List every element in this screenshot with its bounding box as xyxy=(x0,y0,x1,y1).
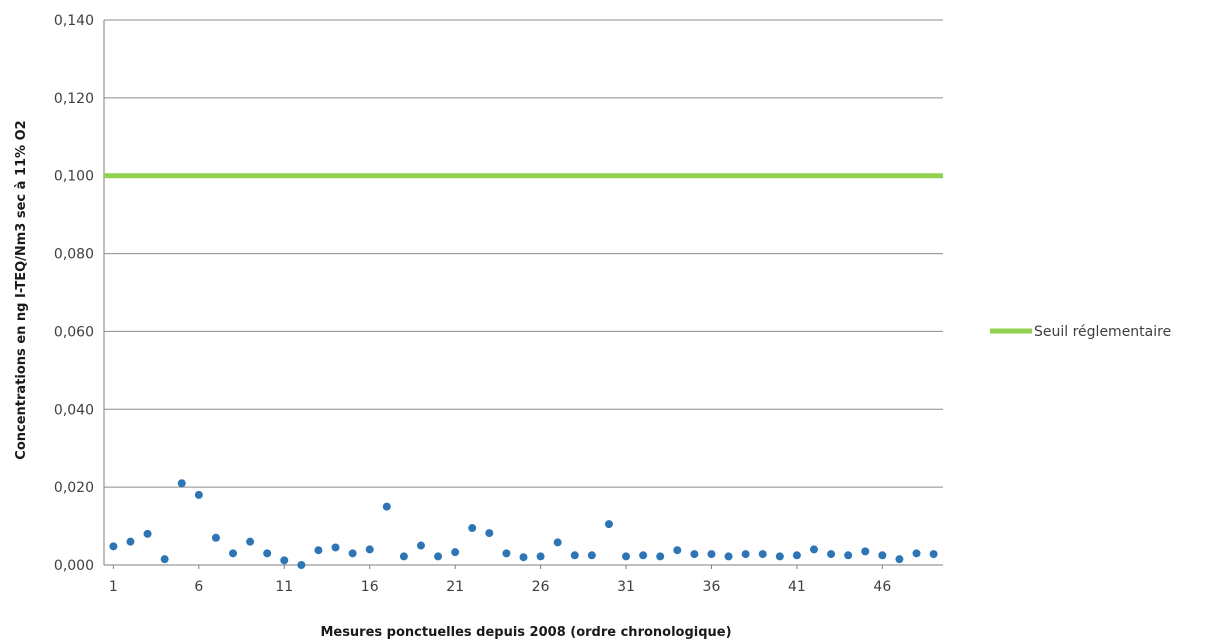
data-point xyxy=(622,552,631,561)
y-tick-label: 0,020 xyxy=(54,480,94,496)
data-point xyxy=(861,547,870,556)
x-axis-ticks: 1 6 11 16 21 26 31 36 41 46 xyxy=(109,565,891,595)
data-point xyxy=(587,551,596,560)
data-point xyxy=(211,533,220,542)
data-point xyxy=(604,520,613,529)
data-point xyxy=(263,549,272,558)
x-tick-label: 31 xyxy=(617,579,635,595)
data-point xyxy=(519,553,528,562)
data-point xyxy=(297,561,306,569)
data-point xyxy=(536,552,545,561)
data-point xyxy=(468,524,477,533)
data-point xyxy=(553,538,562,547)
x-axis-title: Mesures ponctuelles depuis 2008 (ordre c… xyxy=(320,625,731,640)
x-tick-label: 21 xyxy=(446,579,464,595)
data-point xyxy=(126,537,135,546)
y-axis-title: Concentrations en ng I-TEQ/Nm3 sec à 11%… xyxy=(14,120,29,459)
data-points xyxy=(109,479,938,569)
y-tick-label: 0,120 xyxy=(54,91,94,107)
data-point xyxy=(741,550,750,559)
data-point xyxy=(690,550,699,559)
data-point xyxy=(365,545,374,554)
y-tick-label: 0,060 xyxy=(54,324,94,340)
y-tick-label: 0,080 xyxy=(54,247,94,263)
data-point xyxy=(246,537,255,546)
data-point xyxy=(639,551,648,560)
y-axis-ticks: 0,000 0,020 0,040 0,060 0,080 0,100 0,120 0,140 xyxy=(54,13,94,574)
data-point xyxy=(382,502,391,511)
legend-label: Seuil réglementaire xyxy=(1034,324,1171,340)
data-point xyxy=(280,556,289,565)
data-point xyxy=(160,555,169,564)
data-point xyxy=(314,546,323,555)
data-point xyxy=(809,545,818,554)
legend: Seuil réglementaire xyxy=(990,324,1171,340)
x-tick-label: 6 xyxy=(194,579,203,595)
data-point xyxy=(570,551,579,560)
x-tick-label: 41 xyxy=(788,579,806,595)
y-tick-label: 0,040 xyxy=(54,402,94,418)
data-point xyxy=(912,549,921,558)
x-tick-label: 46 xyxy=(873,579,891,595)
data-point xyxy=(827,550,836,559)
data-point xyxy=(673,546,682,555)
data-point xyxy=(758,550,767,559)
data-point xyxy=(348,549,357,558)
x-tick-label: 26 xyxy=(532,579,550,595)
data-point xyxy=(502,549,511,558)
data-point xyxy=(895,555,904,564)
data-point xyxy=(143,529,152,538)
data-point xyxy=(724,552,733,561)
data-point xyxy=(194,490,203,499)
data-point xyxy=(177,479,186,488)
y-tick-label: 0,000 xyxy=(54,558,94,574)
data-point xyxy=(707,550,716,559)
data-point xyxy=(485,529,494,538)
data-point xyxy=(416,541,425,550)
data-point xyxy=(229,549,238,558)
data-point xyxy=(109,542,118,551)
data-point xyxy=(451,548,460,557)
y-tick-label: 0,100 xyxy=(54,169,94,185)
y-tick-label: 0,140 xyxy=(54,13,94,29)
data-point xyxy=(656,552,665,561)
data-point xyxy=(929,550,938,559)
data-point xyxy=(399,552,408,561)
data-point xyxy=(878,551,887,560)
x-tick-label: 1 xyxy=(109,579,118,595)
x-tick-label: 11 xyxy=(275,579,293,595)
data-point xyxy=(331,543,340,552)
x-tick-label: 16 xyxy=(361,579,379,595)
data-point xyxy=(775,552,784,561)
x-tick-label: 36 xyxy=(703,579,721,595)
gridlines xyxy=(104,19,943,488)
data-point xyxy=(844,551,853,560)
data-point xyxy=(434,552,443,561)
data-point xyxy=(792,551,801,560)
